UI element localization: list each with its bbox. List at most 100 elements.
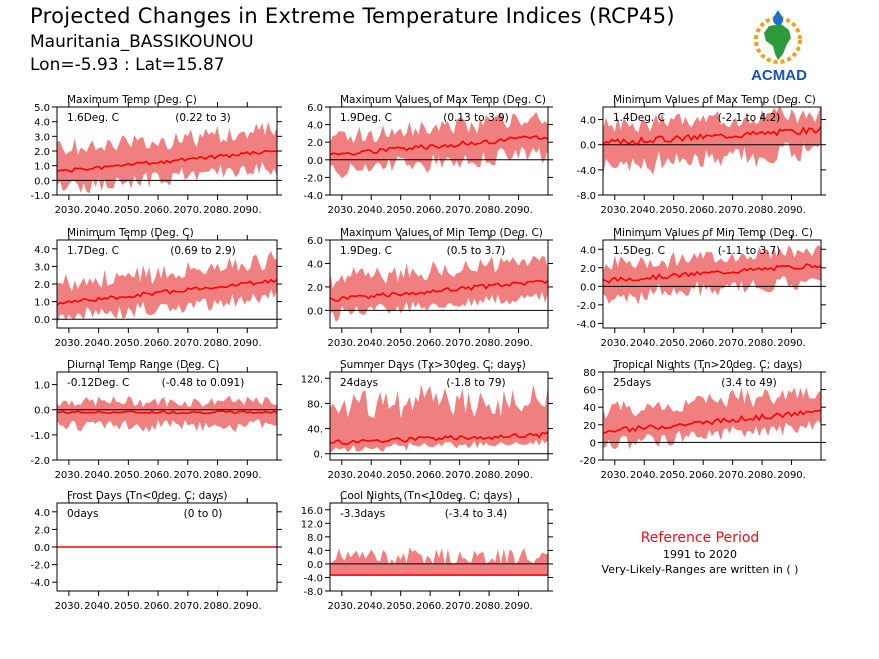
y-tick-label: 0 [590, 438, 596, 449]
y-tick-label: 6.0 [307, 103, 323, 114]
chart-frame [56, 371, 278, 461]
y-tick-label: 0.0 [307, 156, 323, 167]
chart-title: Frost Days (Tn<0deg. C; days) [67, 490, 227, 502]
x-tick-label: 2060. [144, 338, 173, 349]
y-tick-label: 0. [313, 450, 323, 461]
stat-value: 0days [67, 508, 98, 520]
chart-frame [329, 371, 549, 461]
median-line [57, 278, 277, 306]
y-tick-label: 20 [583, 421, 596, 432]
x-tick-label: 2060. [689, 470, 718, 481]
chart-panel-6: -4.0 -2.0 0.0 2.0 4.0 2030. 2040. 2050. 2060. 207… [576, 227, 826, 349]
range-value: (0.69 to 2.9) [170, 245, 236, 257]
y-tick-label: 4.0 [34, 245, 50, 256]
stat-value: 1.6Deg. C [67, 112, 119, 124]
x-tick-label: 2050. [114, 338, 143, 349]
x-tick-label: 2030. [327, 470, 356, 481]
y-tick-label: -1.0 [30, 431, 50, 442]
y-tick-label: 6.0 [307, 236, 323, 247]
y-tick-label: -20 [580, 456, 596, 467]
x-tick-label: 2070. [173, 205, 202, 216]
stat-value: 1.9Deg. C [340, 112, 392, 124]
range-value: (-2.1 to 4.2) [718, 112, 781, 124]
range-value: (0.5 to 3.7) [447, 245, 506, 257]
range-value: (3.4 to 49) [721, 377, 776, 389]
x-tick-label: 2070. [445, 205, 474, 216]
x-tick-label: 2080. [203, 338, 232, 349]
y-tick-label: -2.0 [303, 173, 323, 184]
median-line [57, 410, 277, 415]
x-tick-label: 2060. [416, 601, 445, 612]
x-tick-label: 2090. [504, 205, 533, 216]
x-tick-label: 2070. [718, 470, 747, 481]
range-value: (-1.8 to 79) [446, 377, 505, 389]
y-tick-label: 40 [583, 403, 596, 414]
median-line [330, 279, 548, 302]
stat-value: -0.12Deg. C [67, 377, 129, 389]
y-tick-label: 4.0 [580, 245, 596, 256]
y-tick-label: -2.0 [30, 456, 50, 467]
y-tick-label: 4.0 [307, 546, 323, 557]
x-tick-label: 2080. [475, 205, 504, 216]
y-tick-label: -2.0 [30, 561, 50, 572]
chart-panel-2: -4.0 -2.0 0.0 2.0 4.0 6.0 2030. 2040. 2050. 2060.… [303, 94, 553, 216]
y-tick-label: 12.0 [301, 519, 323, 530]
chart-frame [329, 106, 549, 196]
x-tick-label: 2090. [777, 470, 806, 481]
y-tick-label: 1.0 [34, 298, 50, 309]
range-value: (0.13 to 3.9) [443, 112, 509, 124]
chart-title: Maximum Values of Min Temp (Deg. C) [340, 227, 543, 239]
x-tick-label: 2070. [445, 601, 474, 612]
range-band [603, 107, 821, 177]
y-tick-label: 4.0 [307, 259, 323, 270]
range-value: (0.22 to 3) [175, 112, 230, 124]
x-tick-label: 2030. [327, 338, 356, 349]
x-tick-label: 2090. [233, 338, 262, 349]
range-band [603, 386, 821, 450]
chart-panel-10: -4.0 -2.0 0.0 2.0 4.0 2030. 2040. 2050. 2060. 207… [30, 490, 282, 612]
x-tick-label: 2070. [445, 338, 474, 349]
y-tick-label: 2.0 [34, 280, 50, 291]
chart-title: Minimum Temp (Deg. C) [67, 227, 194, 239]
median-line [603, 409, 821, 435]
x-tick-label: 2040. [84, 601, 113, 612]
x-tick-label: 2090. [504, 601, 533, 612]
x-tick-label: 2040. [84, 205, 113, 216]
y-tick-label: 16.0 [301, 506, 323, 517]
x-tick-label: 2030. [55, 338, 84, 349]
chart-panel-1: -1.0 0.0 1.0 2.0 3.0 4.0 5.0 2030. 2040. 2050. 206… [30, 94, 282, 216]
y-tick-label: -4.0 [30, 578, 50, 589]
range-band [330, 255, 548, 323]
y-tick-label: 2.0 [307, 138, 323, 149]
acmad-logo: ACMAD [751, 10, 807, 84]
x-tick-label: 2090. [504, 470, 533, 481]
y-tick-label: 0.0 [34, 315, 50, 326]
x-tick-label: 2040. [357, 205, 386, 216]
x-tick-label: 2030. [600, 470, 629, 481]
x-tick-label: 2070. [173, 470, 202, 481]
x-tick-label: 2060. [144, 601, 173, 612]
y-tick-label: 0.0 [580, 282, 596, 293]
chart-panel-9: -20 0 20 40 60 80 2030. 2040. 2050. 2060. 2070. 208… [580, 359, 826, 481]
page-title: Projected Changes in Extreme Temperature… [30, 4, 675, 28]
x-tick-label: 2040. [357, 470, 386, 481]
stat-value: 1.4Deg. C [613, 112, 665, 124]
x-tick-label: 2050. [386, 470, 415, 481]
y-tick-label: -4.0 [303, 573, 323, 584]
x-tick-label: 2060. [144, 470, 173, 481]
x-tick-label: 2030. [55, 470, 84, 481]
chart-frame [329, 502, 549, 592]
x-tick-label: 2050. [114, 601, 143, 612]
y-tick-label: 0.0 [307, 560, 323, 571]
median-line [603, 126, 821, 146]
chart-frame [602, 239, 822, 329]
stat-value: 24days [340, 377, 378, 389]
range-value: (0 to 0) [184, 508, 223, 520]
y-tick-label: -2.0 [576, 301, 596, 312]
y-tick-label: 1.0 [34, 162, 50, 173]
stat-value: -3.3days [340, 508, 385, 520]
x-tick-label: 2070. [445, 470, 474, 481]
reference-years: 1991 to 2020 [662, 548, 738, 561]
